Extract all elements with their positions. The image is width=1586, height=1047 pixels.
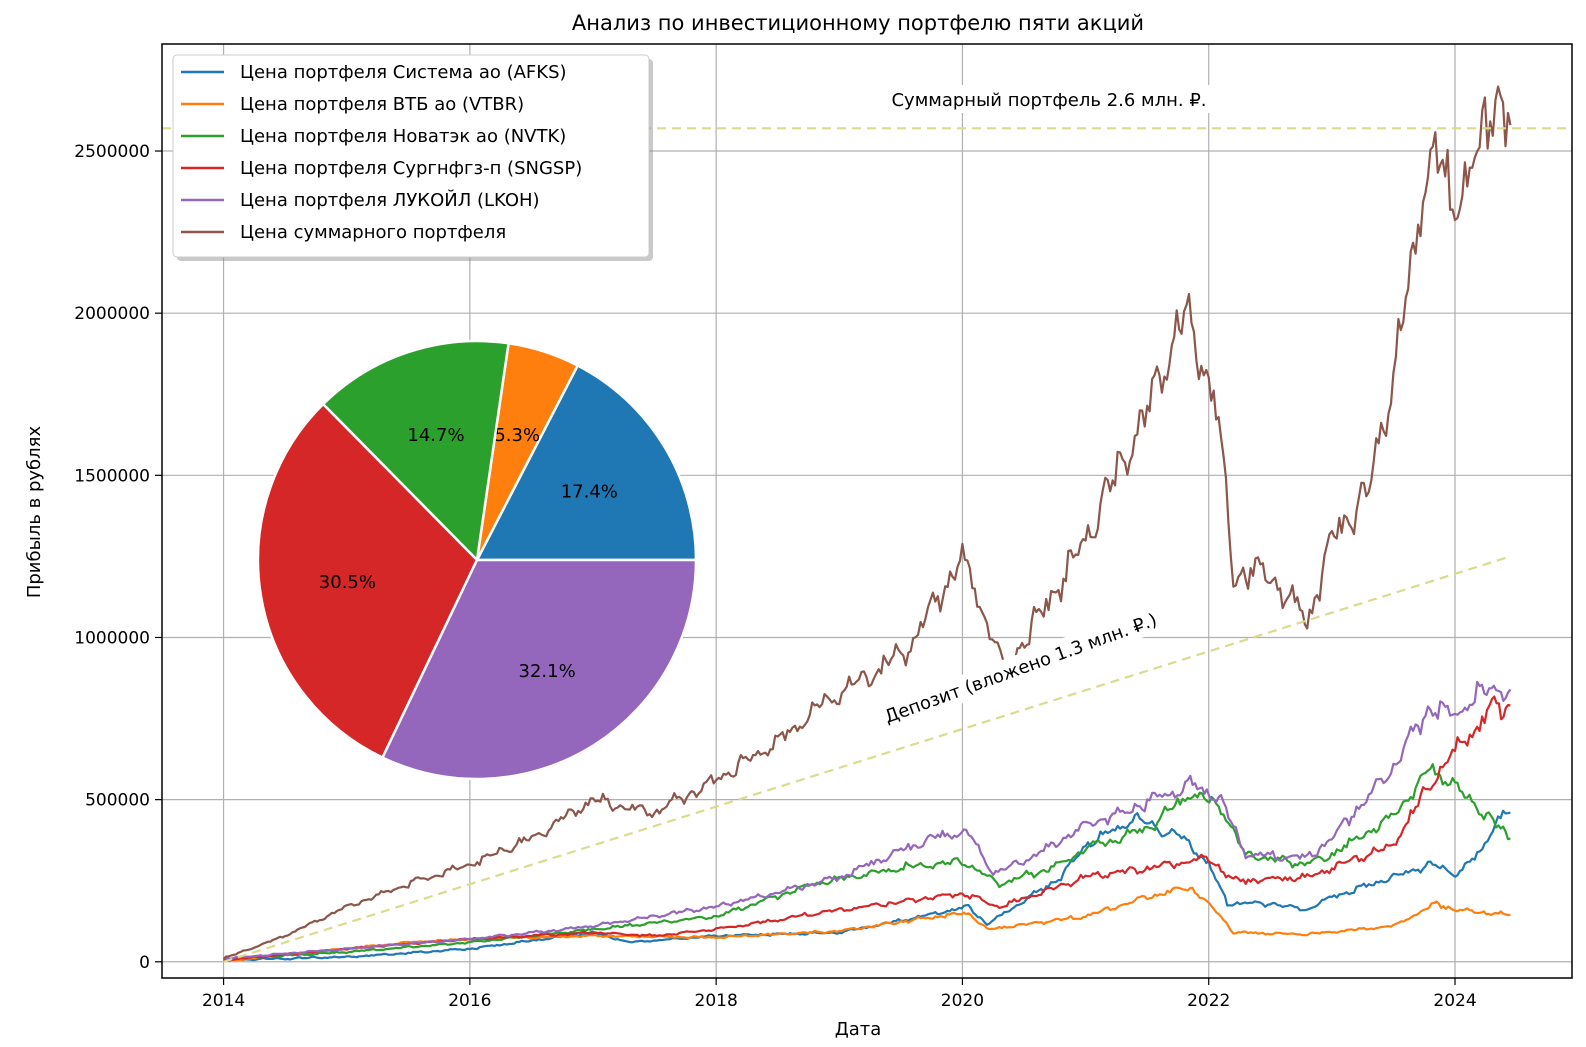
y-tick-label: 1500000 xyxy=(74,466,150,486)
legend-label: Цена портфеля ЛУКОЙЛ (LKOH) xyxy=(240,189,540,211)
pie-slice xyxy=(256,402,479,760)
series-line xyxy=(223,680,1512,960)
x-tick-label: 2014 xyxy=(202,991,245,1011)
legend-items: Цена портфеля Система ао (AFKS) Цена порт… xyxy=(181,62,582,243)
y-axis-label: Прибыль в рублях xyxy=(24,426,45,599)
y-tick-label: 1000000 xyxy=(74,628,150,648)
y-tick-label: 0 xyxy=(139,953,150,973)
pie-label: 32.1% xyxy=(519,661,576,682)
y-tick-label: 500000 xyxy=(85,791,150,811)
y-tick-label: 2000000 xyxy=(74,304,150,324)
pie-chart: 17.4% 5.3% 14.7% 30.5% 32.1% xyxy=(256,339,698,781)
legend-label: Цена портфеля ВТБ ао (VTBR) xyxy=(240,94,524,115)
y-tick-label: 2500000 xyxy=(74,142,150,162)
series-lines xyxy=(162,85,1572,963)
pie-label: 17.4% xyxy=(561,482,618,503)
total-annotation: Суммарный портфель 2.6 млн. ₽. xyxy=(891,90,1206,111)
pie-label: 30.5% xyxy=(319,572,376,593)
x-tick-label: 2020 xyxy=(941,991,984,1011)
deposit-annotation-bg xyxy=(857,597,1184,739)
x-tick-label: 2024 xyxy=(1433,991,1476,1011)
legend-label: Цена портфеля Система ао (AFKS) xyxy=(240,62,567,83)
legend-label: Цена суммарного портфеля xyxy=(240,222,506,243)
x-tick-label: 2016 xyxy=(448,991,491,1011)
x-tick-label: 2018 xyxy=(695,991,738,1011)
series-line xyxy=(223,763,1511,961)
pie-label: 14.7% xyxy=(407,425,464,446)
pie-slice xyxy=(321,339,510,563)
pie-label: 5.3% xyxy=(494,425,540,446)
total-annotation-bg xyxy=(860,85,1238,113)
pie-slice xyxy=(380,558,698,781)
x-tick-label: 2022 xyxy=(1187,991,1230,1011)
series-line xyxy=(223,886,1511,962)
pie-slice xyxy=(474,363,698,562)
legend: Цена портфеля Система ао (AFKS) Цена порт… xyxy=(172,54,653,261)
chart-title: Анализ по инвестиционному портфелю пяти … xyxy=(572,11,1144,35)
legend-label: Цена портфеля Сургнфгз-п (SNGSP) xyxy=(240,158,582,179)
plot-frame xyxy=(161,43,1573,979)
legend-box xyxy=(172,54,650,258)
series-line xyxy=(222,85,1512,960)
x-axis-label: Дата xyxy=(835,1019,882,1040)
axes: 2014 2016 2018 2020 2022 2024 0 500000 1000000 15… xyxy=(74,43,1573,1011)
legend-label: Цена портфеля Новатэк ао (NVTK) xyxy=(240,126,566,147)
